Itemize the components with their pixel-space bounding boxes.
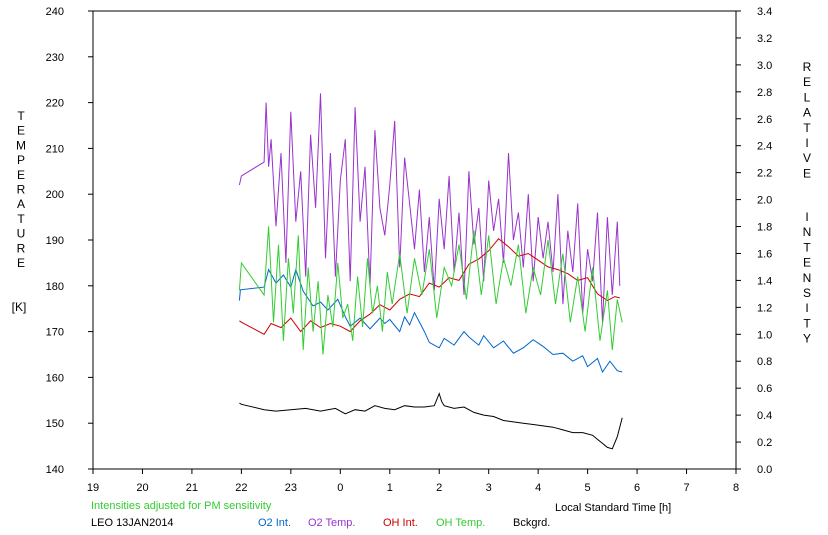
- series-line-oh-int: [239, 237, 620, 335]
- x-tick-label: 21: [186, 482, 198, 494]
- y-right-label-letter: L: [804, 90, 811, 104]
- plot-frame: [92, 10, 737, 470]
- legend-entry: OH Temp.: [436, 517, 485, 529]
- x-tick-label: 20: [136, 482, 148, 494]
- x-tick-label: 1: [387, 482, 393, 494]
- x-tick-label: 7: [683, 482, 689, 494]
- y-left-label-letter: E: [17, 168, 25, 182]
- y-left-label-letter: T: [17, 212, 25, 226]
- y-right-tick-label: 1.4: [757, 275, 772, 287]
- y-right-tick-label: 0.8: [757, 356, 772, 368]
- legend-entry: O2 Temp.: [308, 517, 356, 529]
- y-left-tick-label: 180: [46, 281, 64, 293]
- x-tick-label: 3: [486, 482, 492, 494]
- y-right-label-letter: S: [803, 286, 811, 300]
- y-left-label-letter: A: [17, 197, 25, 211]
- y-right-label-letter: E: [803, 166, 811, 180]
- y-left-label-letter: E: [17, 124, 25, 138]
- x-ticks: 19 20 21 22 23 0 1 2 3 4 5 6 7 8: [87, 469, 739, 494]
- y-right-label-letter: I: [805, 210, 808, 224]
- x-tick-label: 0: [337, 482, 343, 494]
- y-left-tick-label: 140: [46, 464, 64, 476]
- y-right-label-letter: E: [803, 75, 811, 89]
- y-right-tick-label: 2.4: [757, 141, 772, 153]
- x-axis-label: Local Standard Time [h]: [555, 502, 671, 514]
- y-left-label-letter: P: [17, 153, 25, 167]
- x-tick-label: 8: [733, 482, 739, 494]
- y-left-label-letter: U: [17, 227, 26, 241]
- y-right-tick-label: 0.6: [757, 383, 772, 395]
- legend-entry: O2 Int.: [258, 517, 291, 529]
- series-lines: [238, 93, 623, 450]
- y-right-label-letter: E: [803, 256, 811, 270]
- y-right-label-letter: I: [805, 301, 808, 315]
- y-right-label-letter: T: [803, 121, 811, 135]
- y-right-tick-label: 3.0: [757, 60, 772, 72]
- y-left-label-letter: E: [17, 256, 25, 270]
- x-tick-label: 6: [634, 482, 640, 494]
- y-left-tick-label: 210: [46, 143, 64, 155]
- legend-entry: Bckgrd.: [513, 517, 550, 529]
- y-right-tick-label: 2.8: [757, 87, 772, 99]
- y-right-tick-label: 0.0: [757, 464, 772, 476]
- y-right-label-letter: R: [803, 60, 812, 74]
- series-line-o2-int: [238, 267, 623, 374]
- x-tick-label: 4: [535, 482, 541, 494]
- y-right-label-letter: T: [803, 316, 811, 330]
- y-left-ticks: 240 230 220 210 200 190 180 170 160 150 140: [46, 6, 93, 476]
- y-left-axis-unit: [K]: [12, 300, 27, 314]
- legend-entry: OH Int.: [383, 517, 418, 529]
- pm-sensitivity-note: Intensities adjusted for PM sensitivity: [91, 500, 272, 512]
- y-left-label-letter: R: [17, 241, 26, 255]
- y-right-label-letter: I: [805, 136, 808, 150]
- y-left-tick-label: 170: [46, 327, 64, 339]
- y-right-tick-label: 3.2: [757, 33, 772, 45]
- series-line-bckgrd: [239, 392, 623, 450]
- y-left-tick-label: 190: [46, 235, 64, 247]
- station-date-label: LEO 13JAN2014: [91, 517, 174, 529]
- x-tick-label: 19: [87, 482, 99, 494]
- series-line-o2-temp: [238, 93, 621, 323]
- y-right-label-letter: V: [803, 151, 811, 165]
- y-right-ticks: 3.4 3.2 3.0 2.8 2.6 2.4 2.2 2.0 1.8 1.6 1.4 1.2 1.0 0…: [736, 6, 772, 476]
- y-right-tick-label: 1.6: [757, 248, 772, 260]
- y-left-tick-label: 160: [46, 372, 64, 384]
- y-left-label-letter: T: [17, 109, 25, 123]
- y-right-label-letter: N: [803, 271, 812, 285]
- y-right-label-letter: Y: [803, 332, 811, 346]
- y-left-tick-label: 200: [46, 189, 64, 201]
- y-right-tick-label: 2.2: [757, 168, 772, 180]
- y-right-tick-label: 3.4: [757, 6, 772, 18]
- x-tick-label: 2: [436, 482, 442, 494]
- x-tick-label: 22: [235, 482, 247, 494]
- y-left-tick-label: 230: [46, 52, 64, 64]
- y-right-tick-label: 1.8: [757, 222, 772, 234]
- y-right-label-letter: N: [803, 225, 812, 239]
- y-right-label-letter: A: [803, 106, 811, 120]
- y-right-label-letter: T: [803, 240, 811, 254]
- x-tick-label: 5: [585, 482, 591, 494]
- y-right-tick-label: 1.2: [757, 302, 772, 314]
- x-tick-label: 23: [285, 482, 297, 494]
- y-left-tick-label: 220: [46, 98, 64, 110]
- y-left-label-letter: M: [16, 138, 26, 152]
- y-right-tick-label: 0.4: [757, 410, 772, 422]
- series-line-oh-temp: [238, 226, 623, 355]
- legend: O2 Int. O2 Temp. OH Int. OH Temp. Bckgrd.: [258, 517, 550, 529]
- y-left-tick-label: 240: [46, 6, 64, 18]
- y-left-label-letter: R: [17, 183, 26, 197]
- y-right-tick-label: 2.0: [757, 195, 772, 207]
- y-right-tick-label: 1.0: [757, 329, 772, 341]
- y-right-tick-label: 0.2: [757, 437, 772, 449]
- y-left-tick-label: 150: [46, 418, 64, 430]
- y-right-tick-label: 2.6: [757, 114, 772, 126]
